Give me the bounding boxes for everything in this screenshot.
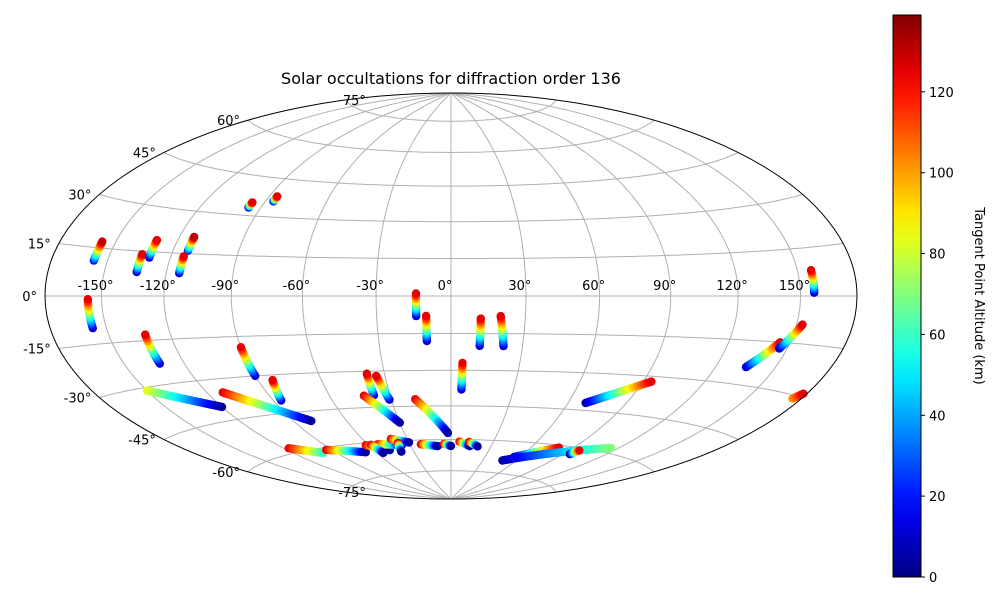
data-point xyxy=(411,289,421,298)
y-tick-label: 45° xyxy=(133,147,156,162)
y-tick-label: 75° xyxy=(343,94,366,109)
y-tick-label: -60° xyxy=(212,466,240,481)
data-point xyxy=(798,320,807,329)
data-point xyxy=(361,448,370,457)
colorbar-tick-label: 20 xyxy=(929,490,946,505)
chart-title: Solar occultations for diffraction order… xyxy=(281,69,621,88)
data-point xyxy=(152,235,162,245)
map-border xyxy=(44,92,858,500)
colorbar-tick-label: 80 xyxy=(929,248,946,263)
data-point xyxy=(217,402,227,412)
data-point xyxy=(606,443,616,453)
data-point xyxy=(273,192,282,201)
data-point xyxy=(98,237,107,246)
colorbar-tick-label: 120 xyxy=(929,86,954,101)
data-point xyxy=(473,442,482,451)
y-tick-label: 60° xyxy=(217,114,240,129)
data-point xyxy=(236,343,246,352)
data-point xyxy=(395,418,404,427)
y-tick-label: 0° xyxy=(22,290,37,305)
x-tick-label: 0° xyxy=(438,279,453,294)
data-point xyxy=(806,266,816,275)
parallel-line xyxy=(163,152,739,187)
data-point xyxy=(190,232,199,242)
y-tick-label: 15° xyxy=(28,238,51,253)
x-tick-label: 150° xyxy=(779,279,810,294)
x-tick-label: 30° xyxy=(508,279,531,294)
parallel-line xyxy=(345,470,557,493)
data-point xyxy=(372,371,381,381)
y-tick-label: 30° xyxy=(68,189,91,204)
x-tick-label: 60° xyxy=(582,279,605,294)
parallel-line xyxy=(99,369,803,398)
data-point xyxy=(446,441,456,451)
y-tick-label: -75° xyxy=(338,486,366,501)
x-tick-label: 120° xyxy=(716,279,747,294)
data-points xyxy=(83,192,819,465)
x-tick-label: -30° xyxy=(356,279,384,294)
colorbar: 0 20 40 60 80 100 120 xyxy=(892,14,954,586)
data-point xyxy=(179,252,188,261)
data-point xyxy=(575,446,584,455)
data-point xyxy=(307,416,316,426)
colorbar-label: Tangent Point Altitude (km) xyxy=(971,206,986,384)
colorbar-gradient xyxy=(892,14,922,578)
data-point xyxy=(404,438,414,447)
data-point xyxy=(83,295,93,304)
data-point xyxy=(362,369,371,378)
parallel-line xyxy=(345,99,557,122)
y-tick-label: -30° xyxy=(64,392,92,407)
y-tick-label: -45° xyxy=(128,434,156,449)
data-point xyxy=(379,448,388,458)
parallel-line xyxy=(247,438,655,473)
data-point xyxy=(647,377,656,386)
x-tick-label: -60° xyxy=(283,279,311,294)
data-point xyxy=(268,375,277,385)
colorbar-tick-label: 0 xyxy=(929,571,937,586)
data-point xyxy=(141,330,150,339)
parallel-line xyxy=(58,243,844,259)
data-point xyxy=(458,358,467,368)
colorbar-tick-label: 100 xyxy=(929,167,954,182)
map-plot: -150° -120° -90° -60° -30° 0° 30° 60° 90° 120° 150… xyxy=(22,92,858,501)
data-point xyxy=(138,250,147,259)
x-tick-label: -120° xyxy=(140,279,176,294)
parallel-line xyxy=(163,405,739,440)
colorbar-tick-label: 60 xyxy=(929,328,946,343)
data-point xyxy=(421,311,431,321)
data-point xyxy=(397,447,406,456)
x-tick-label: 90° xyxy=(653,279,676,294)
data-point xyxy=(433,441,442,451)
data-point xyxy=(496,311,505,321)
data-point xyxy=(799,389,808,398)
colorbar-tick-label: 40 xyxy=(929,409,946,424)
parallel-line xyxy=(58,333,844,349)
y-tick-label: -15° xyxy=(23,343,51,358)
x-tick-label: -150° xyxy=(77,279,113,294)
data-point xyxy=(248,198,257,207)
gridlines xyxy=(45,92,857,500)
x-tick-label: -90° xyxy=(211,279,239,294)
parallel-line xyxy=(247,119,655,154)
data-point xyxy=(443,428,453,438)
parallel-line xyxy=(99,194,803,223)
data-point xyxy=(476,314,485,323)
